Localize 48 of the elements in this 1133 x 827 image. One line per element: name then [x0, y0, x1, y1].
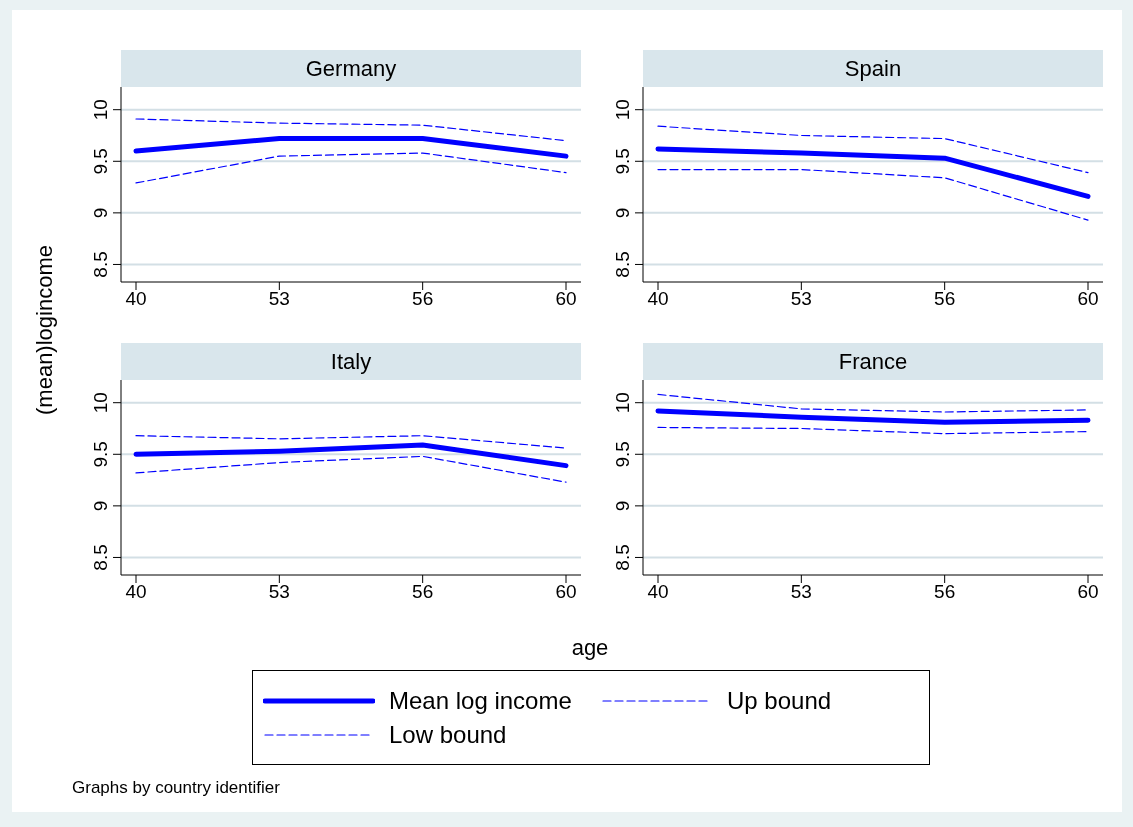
y-tick-label: 9.5 [90, 148, 111, 175]
y-tick-label: 9 [612, 500, 633, 512]
x-tick-label: 60 [555, 288, 577, 310]
x-tick-label: 40 [125, 288, 147, 310]
x-tick-label: 56 [934, 288, 956, 310]
chart-title: Germany [121, 50, 581, 87]
y-tick-label: 8.5 [90, 251, 111, 278]
line-series [657, 125, 1089, 174]
x-tick-label: 40 [125, 581, 147, 603]
y-tick-label: 9.5 [612, 441, 633, 468]
y-tick-label: 9.5 [90, 441, 111, 468]
x-tick-label: 56 [412, 288, 434, 310]
x-tick-label: 60 [1077, 581, 1099, 603]
y-tick-label: 8.5 [612, 544, 633, 571]
y-tick-label: 10 [90, 392, 111, 414]
y-tick-label: 9 [612, 207, 633, 219]
legend-label: Mean log income [389, 686, 572, 715]
x-tick-label: 53 [790, 581, 812, 603]
chart-title: France [643, 343, 1103, 380]
y-axis-title: (mean)logincome [32, 245, 58, 415]
y-tick-label: 9 [90, 500, 111, 512]
x-tick-label: 53 [790, 288, 812, 310]
x-tick-label: 60 [555, 581, 577, 603]
line-series [135, 118, 567, 142]
x-tick-label: 56 [412, 581, 434, 603]
line-series [657, 426, 1089, 435]
x-tick-label: 40 [647, 288, 669, 310]
y-tick-label: 10 [90, 99, 111, 121]
y-tick-label: 9 [90, 207, 111, 219]
y-tick-label: 10 [612, 392, 633, 414]
chart-title: Spain [643, 50, 1103, 87]
x-tick-label: 60 [1077, 288, 1099, 310]
text: Graphs by country identifier [72, 778, 280, 798]
x-tick-label: 53 [268, 288, 290, 310]
y-tick-label: 8.5 [612, 251, 633, 278]
x-tick-label: 56 [934, 581, 956, 603]
legend-label: Up bound [727, 686, 832, 715]
x-tick-label: 53 [268, 581, 290, 603]
line-series [657, 393, 1089, 413]
line-series [135, 455, 567, 483]
y-tick-label: 10 [612, 99, 633, 121]
legend-label: Low bound [389, 720, 507, 749]
y-tick-label: 8.5 [90, 544, 111, 571]
x-tick-label: 40 [647, 581, 669, 603]
line-series [135, 152, 567, 184]
x-axis-title: age [571, 635, 609, 661]
y-tick-label: 9.5 [612, 148, 633, 175]
chart-title: Italy [121, 343, 581, 380]
